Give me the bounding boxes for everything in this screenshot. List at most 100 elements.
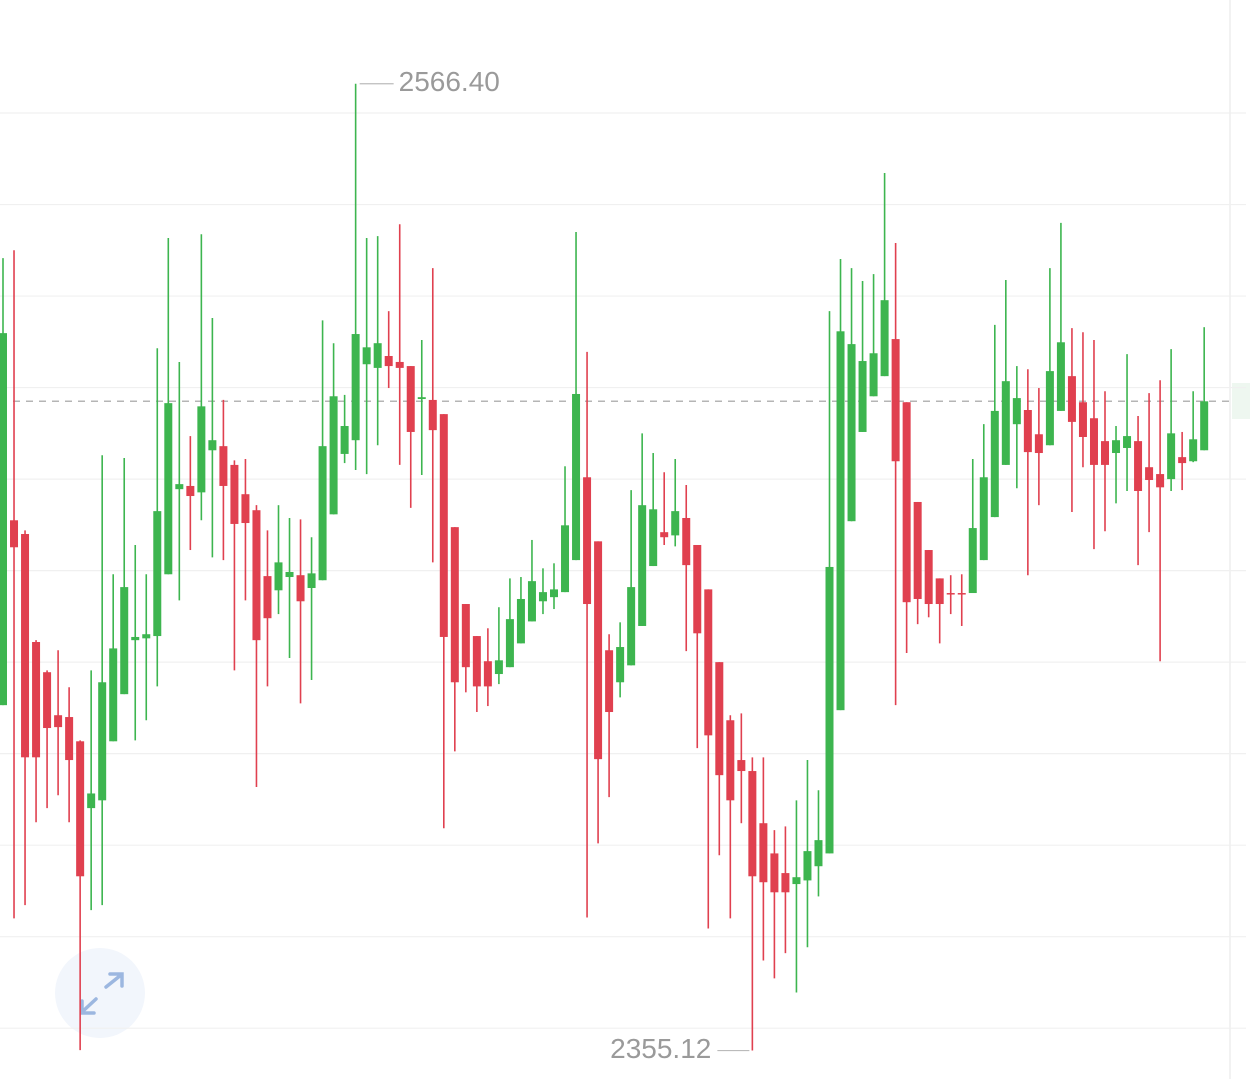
candle-body [120,587,129,695]
max-label: 2566.40 [399,66,500,97]
candle-body [770,853,779,893]
candle-body [263,576,272,619]
candle-body [252,510,261,641]
candle-body [561,525,570,593]
price-tag [1232,383,1250,419]
candle-body [550,589,558,598]
candle-body [748,771,757,877]
candle-body [439,414,448,637]
candle-body [527,581,536,622]
candle-body [219,446,228,486]
candle-body [307,573,316,589]
candle-body [538,592,547,602]
candle-body [858,361,867,432]
candle-body [351,334,360,441]
candle-body [461,604,470,668]
candle-body [726,720,735,801]
candle-body [164,403,173,575]
candle-body [406,366,415,432]
candle-body [990,410,999,518]
candle-body [0,333,7,706]
candle-body [428,399,437,431]
expand-button-bg [55,948,145,1038]
candle-body [1200,401,1209,451]
candle-body [417,397,426,400]
candle-body [759,823,768,883]
candle-body [902,402,911,603]
candle-body [483,661,492,687]
candle-body [715,662,724,776]
candle-body [230,464,239,524]
candle-body [1167,433,1176,480]
candle-body [1156,474,1165,488]
candle-body [924,550,933,605]
candle-body [891,339,900,462]
candle-body [65,717,74,761]
candle-body [616,647,625,683]
candle-body [296,575,305,602]
candle-body [131,636,140,641]
candle-body [1101,441,1109,465]
candle-body [395,361,404,368]
candle-body [142,634,151,639]
candle-body [627,587,636,666]
candle-body [594,541,603,760]
candle-body [638,505,647,626]
candle-body [583,477,592,605]
candle-body [505,619,514,668]
candle-body [814,840,823,867]
candle-body [649,509,658,567]
candle-body [87,793,96,809]
candle-body [1145,467,1154,481]
candle-body [1012,398,1021,425]
candle-body [968,528,977,594]
candle-body [21,534,30,758]
candle-body [1123,436,1132,448]
candle-body [274,562,283,591]
candle-body [1178,457,1187,464]
candle-body [572,393,581,561]
candle-body [241,494,250,524]
candle-body [1078,402,1087,437]
candle-body [913,501,922,599]
candle-body [825,566,834,854]
candle-body [285,571,294,578]
candle-body [54,715,63,728]
candle-body [1089,418,1098,465]
candle-body [10,520,19,548]
candle-body [693,544,702,634]
candle-body [109,648,118,742]
candle-body [153,511,162,637]
candle-body [880,300,889,377]
candle-body [957,593,966,595]
candle-body [792,877,801,885]
candle-body [1001,381,1010,465]
candle-body [98,682,107,801]
candle-body [1056,342,1065,411]
candle-body [869,353,878,397]
candle-body [329,396,338,515]
candle-body [1134,441,1143,491]
candle-body [803,851,812,881]
candle-body [671,511,680,536]
expand-button[interactable] [55,948,145,1038]
candle-body [43,672,52,729]
candle-body [472,636,481,687]
candle-body [384,356,393,367]
candle-body [836,331,845,711]
candle-body [682,517,691,566]
candle-body [737,760,746,772]
candle-body [494,660,503,675]
candle-body [450,527,459,683]
candle-body [1067,376,1076,422]
expand-icon [80,972,124,1015]
candle-body [935,578,944,605]
candle-body [208,440,217,451]
candle-body [605,650,614,713]
candle-body [1045,371,1054,446]
candle-body [847,344,856,522]
candle-body [318,446,327,581]
candle-body [781,873,790,893]
